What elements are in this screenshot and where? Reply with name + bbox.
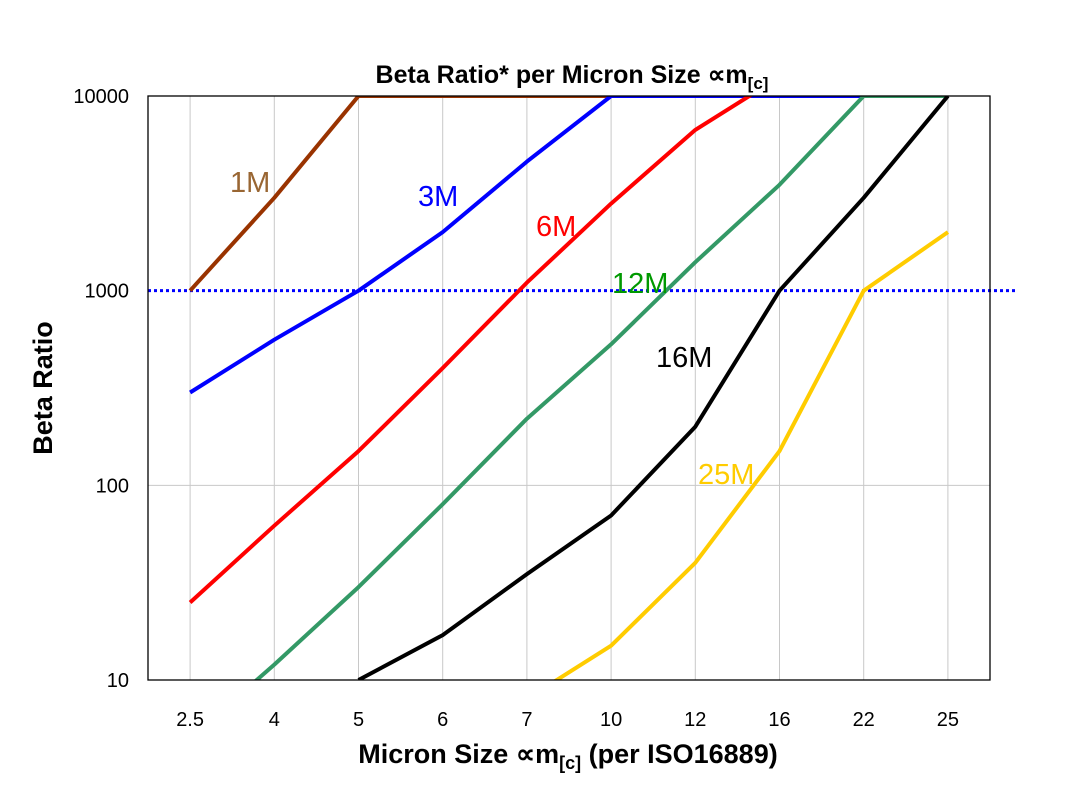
chart-title: Beta Ratio* per Micron Size ∝m[c] bbox=[376, 61, 769, 93]
series-label-16M: 16M bbox=[656, 342, 712, 374]
y-tick-label: 100 bbox=[96, 475, 129, 497]
y-axis-label: Beta Ratio bbox=[28, 321, 58, 455]
series-label-25M: 25M bbox=[698, 459, 754, 491]
series-line-25M bbox=[553, 230, 950, 680]
x-tick-label: 4 bbox=[269, 709, 280, 731]
plot-area-border bbox=[147, 95, 991, 681]
y-tick-label: 10000 bbox=[73, 86, 129, 108]
series-line-12M bbox=[253, 96, 948, 680]
y-tick-label: 1000 bbox=[85, 281, 130, 303]
x-tick-label: 10 bbox=[600, 709, 622, 731]
series-line-6M bbox=[188, 96, 754, 604]
series-label-1M: 1M bbox=[230, 167, 270, 199]
x-tick-label: 6 bbox=[437, 709, 448, 731]
x-tick-label: 16 bbox=[768, 709, 790, 731]
x-axis-label: Micron Size ∝m[c] (per ISO16889) bbox=[358, 739, 777, 773]
series-line-3M bbox=[189, 96, 864, 395]
x-tick-label: 12 bbox=[684, 709, 706, 731]
series-label-3M: 3M bbox=[418, 181, 458, 213]
series-label-6M: 6M bbox=[536, 211, 576, 243]
series-line-1M bbox=[188, 96, 612, 293]
x-tick-label: 22 bbox=[853, 709, 875, 731]
series-labels: 1M 3M 6M 12M 16M 25M bbox=[230, 167, 754, 491]
x-tick-label: 5 bbox=[353, 709, 364, 731]
x-tick-label: 2.5 bbox=[176, 709, 204, 731]
x-tick-label: 7 bbox=[521, 709, 532, 731]
y-tick-labels: 10 100 1000 10000 bbox=[73, 86, 129, 692]
x-tick-label: 25 bbox=[937, 709, 959, 731]
series-lines bbox=[188, 96, 950, 680]
series-line-16M bbox=[357, 96, 950, 680]
series-label-12M: 12M bbox=[612, 268, 668, 300]
grid bbox=[148, 96, 990, 680]
y-tick-label: 10 bbox=[107, 670, 129, 692]
x-tick-labels: 2.5 4 5 6 7 10 12 16 22 25 bbox=[176, 709, 959, 731]
